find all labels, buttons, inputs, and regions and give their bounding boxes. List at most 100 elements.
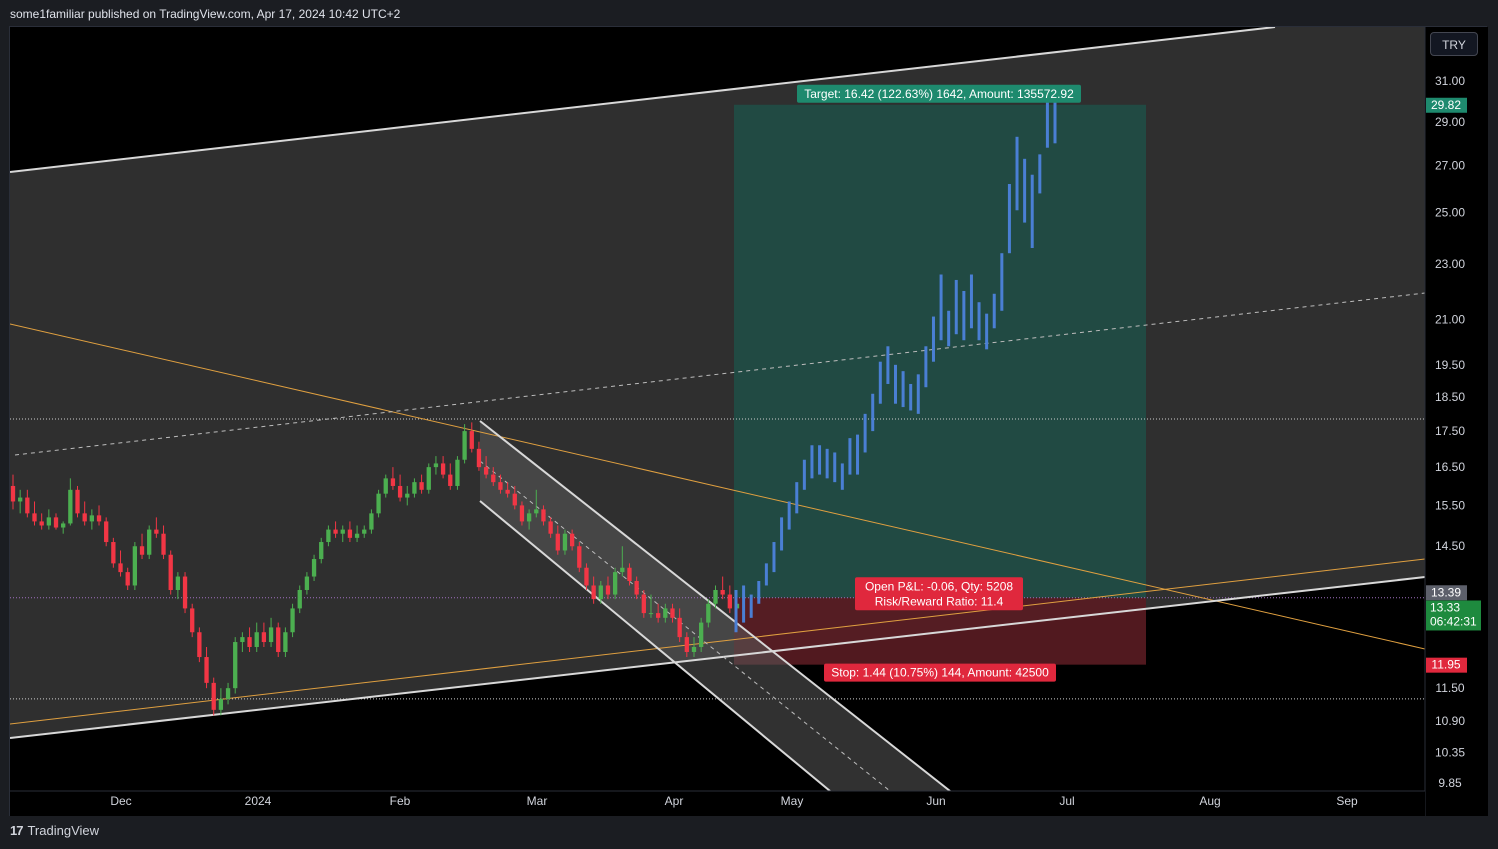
tradingview-brand[interactable]: 17 TradingView (10, 823, 99, 838)
candle (605, 576, 611, 600)
projection-bar (780, 517, 784, 551)
candle-body (68, 489, 73, 524)
candle-body (498, 482, 503, 490)
y-tick-label: 21.00 (1435, 312, 1465, 326)
y-tick-label: 27.00 (1435, 159, 1465, 173)
candle-body (555, 533, 560, 551)
price-axis-panel (1425, 27, 1488, 817)
candle-body (161, 533, 166, 555)
target-price-tag-bg (1426, 97, 1467, 113)
y-tick-label: 10.35 (1435, 746, 1465, 760)
candle-body (18, 497, 23, 502)
candle-body (25, 497, 30, 514)
target-label-bg (797, 84, 1081, 103)
candle-body (82, 513, 87, 522)
candle-body (225, 688, 231, 699)
candle (32, 501, 37, 526)
candle (476, 441, 482, 471)
candle-body (713, 589, 718, 604)
y-tick-label: 25.00 (1435, 206, 1465, 220)
candle-body (104, 521, 109, 543)
candle-body (448, 474, 453, 486)
candle (670, 603, 675, 623)
candle (612, 567, 618, 600)
projection-bar (886, 346, 890, 384)
target-label[interactable]: Target: 16.42 (122.63%) 1642, Amount: 13… (797, 84, 1081, 103)
candle-body (397, 485, 403, 498)
chart-frame[interactable]: 31.00 29.00 27.00 25.00 23.00 21.00 19.50 18.50… (9, 26, 1488, 817)
projection-bar (1007, 184, 1011, 254)
projection-bar (787, 501, 791, 530)
candle (75, 485, 80, 518)
candle-body (727, 594, 732, 609)
candle (555, 525, 560, 555)
candle (268, 617, 274, 647)
candle-body (154, 529, 159, 534)
candle-body (419, 482, 424, 490)
candle (283, 627, 288, 658)
candle-body (526, 513, 532, 522)
projection-bar (924, 346, 928, 388)
candle-body (569, 533, 575, 547)
channel-lower-line (10, 576, 1425, 739)
projection-bar (1030, 174, 1034, 248)
projection-bar (1053, 101, 1057, 144)
candle (240, 632, 245, 652)
y-tick-label: 17.50 (1435, 424, 1465, 438)
candle-body (720, 589, 725, 595)
candle (53, 513, 59, 530)
price-chart[interactable]: 31.00 29.00 27.00 25.00 23.00 21.00 19.50 18.50… (10, 27, 1488, 817)
tradingview-logo-icon: 17 (10, 823, 24, 838)
candle-body (369, 513, 374, 530)
candle-body (283, 632, 288, 652)
projection-bar (1045, 101, 1049, 148)
candle-body (197, 632, 202, 658)
projection-bar (749, 594, 753, 618)
projection-bar (878, 361, 882, 404)
candle-body (562, 533, 568, 551)
candle-body (118, 563, 123, 573)
last-price-tag-bg (1426, 585, 1467, 601)
candle-body (53, 517, 59, 528)
candle (204, 646, 209, 689)
x-tick-label: Mar (527, 794, 548, 808)
brand-name: TradingView (27, 823, 100, 838)
y-tick-label: 19.50 (1435, 358, 1465, 372)
candle-body (505, 489, 510, 494)
candle (455, 456, 460, 490)
candle-body (455, 459, 460, 486)
candle-body (211, 682, 216, 710)
candle-body (354, 533, 360, 538)
candle-body (168, 554, 173, 590)
candle (591, 576, 596, 604)
projection-bar (848, 438, 852, 475)
projection-bar (977, 302, 981, 341)
projection-bar (810, 445, 814, 479)
candle-body (655, 613, 661, 618)
candle-body (584, 567, 589, 586)
candle (276, 622, 281, 658)
projection-bar (818, 445, 822, 475)
candle-body (96, 515, 102, 522)
candle-body (39, 521, 44, 526)
candle (125, 567, 130, 590)
candle (483, 456, 489, 479)
pnl-label-text: Risk/Reward Ratio: 11.4 (875, 594, 1004, 608)
candle (663, 603, 668, 623)
projection-bar (909, 383, 913, 411)
candle (448, 463, 453, 490)
candle (46, 509, 51, 530)
candle-body (412, 482, 417, 494)
target-zone (734, 104, 1146, 598)
stop-label[interactable]: Stop: 1.44 (10.75%) 144, Amount: 42500 (824, 663, 1056, 682)
candle (211, 677, 216, 716)
candle-body (340, 529, 345, 534)
candle (526, 509, 532, 530)
candle-body (641, 594, 646, 614)
candle-body (634, 580, 639, 595)
currency-selector[interactable]: TRY (1430, 32, 1478, 56)
candle (433, 456, 439, 475)
candle (104, 517, 109, 547)
projection-bar (954, 279, 958, 335)
